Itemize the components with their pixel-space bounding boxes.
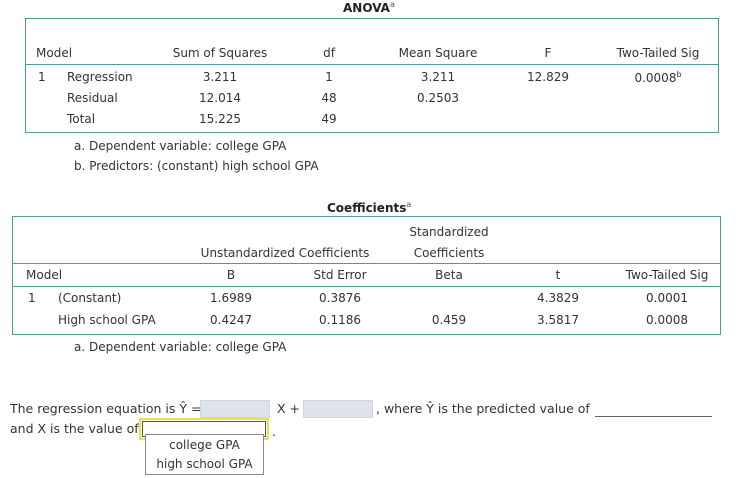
anova-row-total-label: Total xyxy=(67,112,96,126)
answer-blank-predicted-underline xyxy=(595,416,712,417)
coeff-header-t: t xyxy=(555,268,561,282)
anova-row-regression-f: 12.829 xyxy=(527,70,569,84)
question-text-4: and X is the value of xyxy=(10,421,139,436)
anova-row-residual-ss: 12.014 xyxy=(199,91,241,105)
coeff-row-hsgpa-se: 0.1186 xyxy=(319,313,361,327)
coeff-header-se: Std Error xyxy=(313,268,367,282)
anova-row-residual-label: Residual xyxy=(67,91,118,105)
dropdown-option-high-school-gpa[interactable]: high school GPA xyxy=(156,457,253,471)
coeff-header-sig: Two-Tailed Sig xyxy=(625,268,709,282)
coeff-group-divider xyxy=(12,263,721,264)
coeff-row-constant-b: 1.6989 xyxy=(210,291,252,305)
anova-row-residual-ms: 0.2503 xyxy=(417,91,459,105)
coeff-row-hsgpa-b: 0.4247 xyxy=(210,313,252,327)
anova-header-df: df xyxy=(323,46,335,60)
coeff-group-standardized-1: Standardized xyxy=(409,225,489,239)
coeff-row-hsgpa-sig: 0.0008 xyxy=(646,313,688,327)
anova-model-number: 1 xyxy=(38,70,46,84)
anova-row-total-df: 49 xyxy=(321,112,337,126)
question-text-1: The regression equation is Ŷ = xyxy=(10,401,202,416)
answer-blank-predicted-input[interactable] xyxy=(595,399,712,417)
coeff-row-hsgpa-label: High school GPA xyxy=(58,313,156,327)
coeff-model-number: 1 xyxy=(28,291,36,305)
coeff-row-constant-label: (Constant) xyxy=(58,291,122,305)
anova-row-residual-df: 48 xyxy=(321,91,337,105)
coefficients-title: Coefficientsa xyxy=(327,200,412,215)
answer-blank-intercept-input[interactable] xyxy=(303,400,373,418)
question-text-2: X + xyxy=(277,401,301,416)
coeff-row-constant-sig: 0.0001 xyxy=(646,291,688,305)
anova-header-ms: Mean Square xyxy=(398,46,478,60)
anova-header-model: Model xyxy=(36,46,73,60)
answer-blank-slope-input[interactable] xyxy=(200,400,270,418)
coeff-header-b: B xyxy=(226,268,236,282)
coeff-header-beta: Beta xyxy=(435,268,463,282)
anova-header-divider xyxy=(25,64,719,65)
anova-row-regression-ms: 3.211 xyxy=(420,70,456,84)
anova-note-b: b. Predictors: (constant) high school GP… xyxy=(74,159,319,173)
anova-header-sig: Two-Tailed Sig xyxy=(616,46,700,60)
coeff-group-standardized-2: Coefficients xyxy=(413,246,485,260)
anova-title: ANOVAa xyxy=(343,0,395,15)
coeff-row-constant-se: 0.3876 xyxy=(319,291,361,305)
dropdown-option-college-gpa[interactable]: college GPA xyxy=(169,438,240,452)
coefficients-table xyxy=(12,216,721,335)
anova-row-regression-ss: 3.211 xyxy=(202,70,238,84)
anova-row-total-ss: 15.225 xyxy=(199,112,241,126)
anova-row-regression-sig: 0.0008b xyxy=(634,70,682,85)
anova-header-f: F xyxy=(544,46,552,60)
coeff-row-hsgpa-t: 3.5817 xyxy=(537,313,579,327)
coeff-group-unstandardized: Unstandardized Coefficients xyxy=(200,246,370,260)
question-period: . xyxy=(272,424,276,439)
x-variable-dropdown-menu: college GPA high school GPA xyxy=(145,434,264,475)
coeff-row-hsgpa-beta: 0.459 xyxy=(431,313,467,327)
anova-note-a: a. Dependent variable: college GPA xyxy=(74,139,287,153)
coeff-header-divider xyxy=(12,286,721,287)
question-text-3: , where Ŷ is the predicted value of xyxy=(376,401,590,416)
coefficients-note-a: a. Dependent variable: college GPA xyxy=(74,340,287,354)
anova-header-ss: Sum of Squares xyxy=(172,46,268,60)
anova-row-regression-label: Regression xyxy=(67,70,133,84)
anova-table xyxy=(25,18,719,133)
coeff-header-model: Model xyxy=(26,268,63,282)
anova-row-regression-df: 1 xyxy=(325,70,333,84)
coeff-row-constant-t: 4.3829 xyxy=(537,291,579,305)
